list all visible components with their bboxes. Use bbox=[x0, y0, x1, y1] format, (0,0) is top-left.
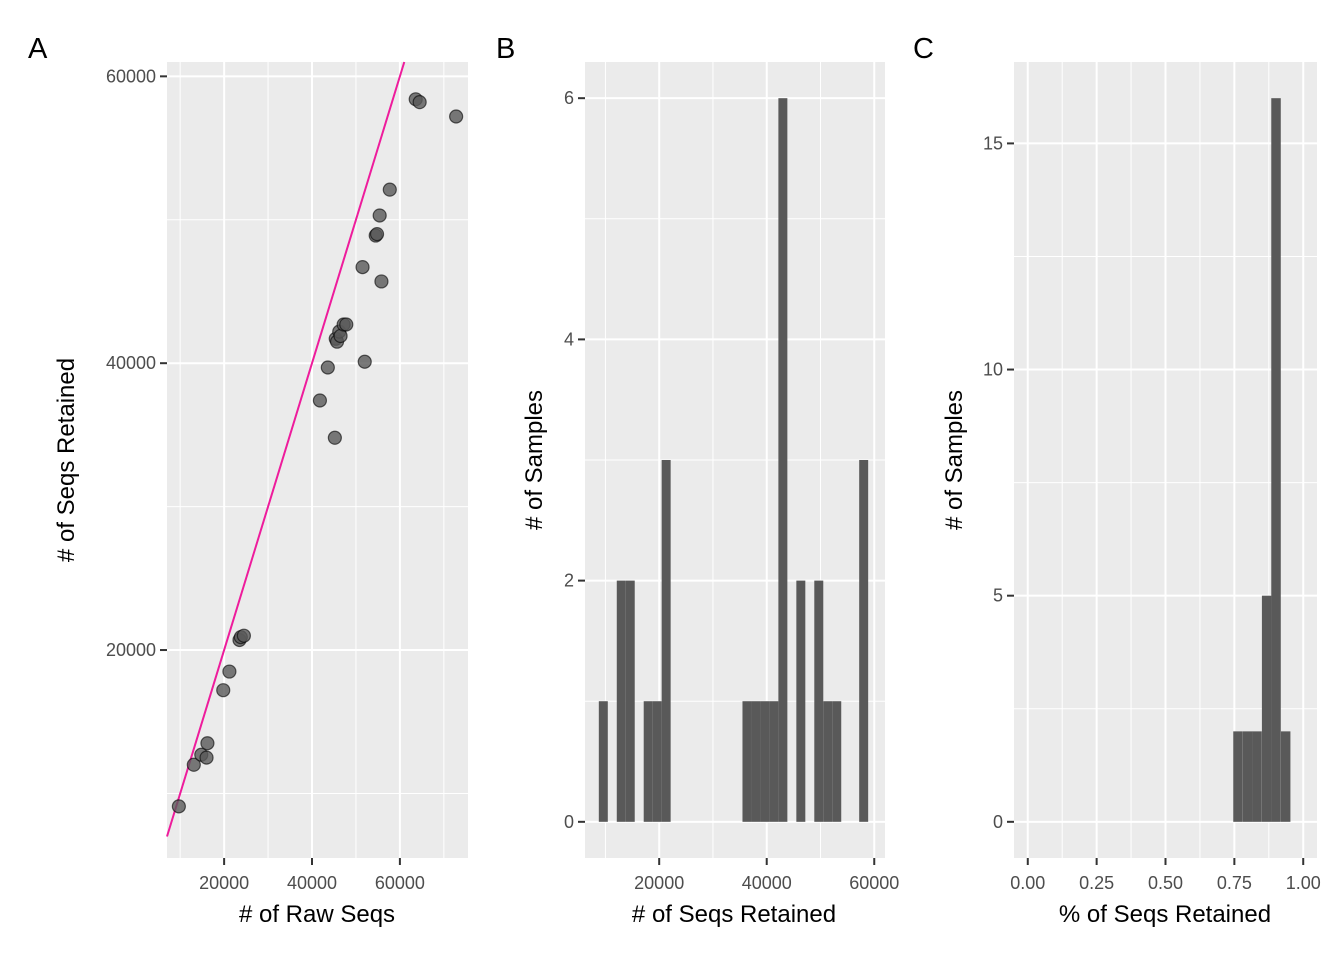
panel-b-bar-14 bbox=[832, 701, 842, 822]
panel-a-x-tick-label-0: 20000 bbox=[199, 873, 249, 893]
panel-b-bar-4 bbox=[652, 701, 662, 822]
panel-b-y-tick-label-2: 4 bbox=[564, 329, 574, 349]
panel-c-tag: C bbox=[913, 33, 934, 65]
panel-a-y-tick-label-1: 40000 bbox=[106, 353, 156, 373]
panel-a-point-5 bbox=[216, 683, 231, 698]
panel-b-y-tick-label-3: 6 bbox=[564, 88, 574, 108]
panel-c-x-tick-label-1: 0.25 bbox=[1079, 873, 1114, 893]
panel-a-point-0 bbox=[171, 799, 186, 814]
panel-c-bar-2 bbox=[1252, 731, 1262, 822]
panel-b-bar-10 bbox=[778, 98, 788, 822]
panel-c-x-tick-label-0: 0.00 bbox=[1010, 873, 1045, 893]
panel-b-x-tick-label-1: 40000 bbox=[742, 873, 792, 893]
panel-c-y-title: # of Samples bbox=[941, 390, 968, 530]
panel-b-bars bbox=[598, 98, 869, 822]
panel-b-bar-0 bbox=[598, 701, 608, 822]
panel-c-y-axis: 0 5 10 15 bbox=[983, 133, 1014, 832]
panel-c-bar-5 bbox=[1280, 731, 1291, 822]
panel-a-point-9 bbox=[236, 628, 251, 643]
panel-a-x-axis: 20000 40000 60000 bbox=[199, 858, 425, 893]
panel-c-bar-1 bbox=[1242, 731, 1253, 822]
panel-a-x-title: # of Raw Seqs bbox=[239, 901, 395, 928]
panel-a-point-11 bbox=[320, 360, 335, 375]
panel-b-bar-5 bbox=[661, 460, 671, 822]
panel-a-y-tick-label-2: 60000 bbox=[106, 66, 156, 86]
panel-b-bar-12 bbox=[814, 580, 824, 822]
panel-c-x-tick-label-2: 0.50 bbox=[1148, 873, 1183, 893]
panel-c-y-tick-label-1: 5 bbox=[993, 586, 1003, 606]
panel-a-tag: A bbox=[28, 33, 48, 65]
panel-b-x-axis: 20000 40000 60000 bbox=[634, 858, 899, 893]
panel-b-bar-3 bbox=[643, 701, 653, 822]
panel-c-x-tick-label-3: 0.75 bbox=[1217, 873, 1252, 893]
panel-a-point-6 bbox=[222, 664, 237, 679]
panel-a-x-tick-label-1: 40000 bbox=[287, 873, 337, 893]
panel-b-tag: B bbox=[496, 33, 515, 65]
panel-a-point-12 bbox=[327, 430, 342, 445]
panel-b: B 20000 40000 60000 0 2 4 6 # of Seqs Retaine… bbox=[496, 33, 899, 928]
panel-a-points bbox=[171, 92, 464, 814]
panel-a-point-4 bbox=[200, 736, 215, 751]
panel-a-background bbox=[167, 62, 468, 858]
panel-b-x-title: # of Seqs Retained bbox=[632, 901, 836, 928]
panel-a-point-23 bbox=[372, 208, 387, 223]
panel-c-y-tick-label-2: 10 bbox=[983, 360, 1003, 380]
panel-b-x-tick-label-2: 60000 bbox=[849, 873, 899, 893]
panel-b-bar-11 bbox=[796, 580, 806, 822]
panel-b-y-tick-label-1: 2 bbox=[564, 571, 574, 591]
panel-a-reference-line-group bbox=[166, 61, 406, 837]
panel-b-bar-15 bbox=[859, 460, 869, 822]
panel-b-bar-7 bbox=[751, 701, 761, 822]
panel-a-point-1 bbox=[186, 757, 201, 772]
panel-a-point-18 bbox=[339, 317, 354, 332]
panel-a-y-tick-label-0: 20000 bbox=[106, 640, 156, 660]
panel-c-bar-4 bbox=[1271, 98, 1281, 822]
panel-b-bar-1 bbox=[616, 580, 626, 822]
panel-b-y-axis: 0 2 4 6 bbox=[564, 88, 585, 832]
panel-c-x-axis: 0.00 0.25 0.50 0.75 1.00 bbox=[1010, 858, 1321, 893]
panel-a: A 20000 40000 60000 20000 40000 60000 # of R… bbox=[28, 33, 468, 928]
panel-a-point-27 bbox=[412, 95, 427, 110]
panel-b-x-tick-label-0: 20000 bbox=[634, 873, 684, 893]
panel-a-point-3 bbox=[199, 750, 214, 765]
panel-b-bar-6 bbox=[742, 701, 752, 822]
panel-c-y-tick-label-3: 15 bbox=[983, 133, 1003, 153]
panel-a-reference-line bbox=[166, 61, 406, 837]
panel-c-bar-0 bbox=[1233, 731, 1243, 822]
panel-a-point-25 bbox=[382, 182, 397, 197]
panel-a-point-22 bbox=[369, 227, 385, 242]
panel-b-bar-9 bbox=[769, 701, 779, 822]
panel-c-grid bbox=[1014, 62, 1317, 858]
panel-b-y-tick-label-0: 0 bbox=[564, 812, 574, 832]
panel-b-y-title: # of Samples bbox=[521, 390, 548, 530]
panel-a-point-10 bbox=[312, 393, 328, 408]
panel-a-point-24 bbox=[374, 274, 389, 289]
panel-b-bar-2 bbox=[625, 580, 635, 822]
panel-a-point-19 bbox=[355, 259, 370, 275]
panel-a-y-title: # of Seqs Retained bbox=[53, 358, 80, 562]
panel-b-bar-8 bbox=[760, 701, 770, 822]
panel-a-grid bbox=[167, 62, 468, 858]
panel-c-bar-3 bbox=[1261, 595, 1272, 822]
panel-c: C 0.00 0.25 0.50 0.75 1.00 0 5 10 15 % of Seqs … bbox=[913, 33, 1321, 928]
panel-c-bars bbox=[1233, 98, 1291, 822]
panel-c-x-title: % of Seqs Retained bbox=[1059, 901, 1271, 928]
panel-a-point-28 bbox=[449, 109, 464, 124]
panel-a-x-tick-label-2: 60000 bbox=[375, 873, 425, 893]
panel-c-x-tick-label-4: 1.00 bbox=[1286, 873, 1321, 893]
panel-b-bar-13 bbox=[823, 701, 833, 822]
panel-a-point-20 bbox=[357, 354, 372, 369]
panel-c-y-tick-label-0: 0 bbox=[993, 812, 1003, 832]
panel-a-y-axis: 20000 40000 60000 bbox=[106, 66, 167, 660]
